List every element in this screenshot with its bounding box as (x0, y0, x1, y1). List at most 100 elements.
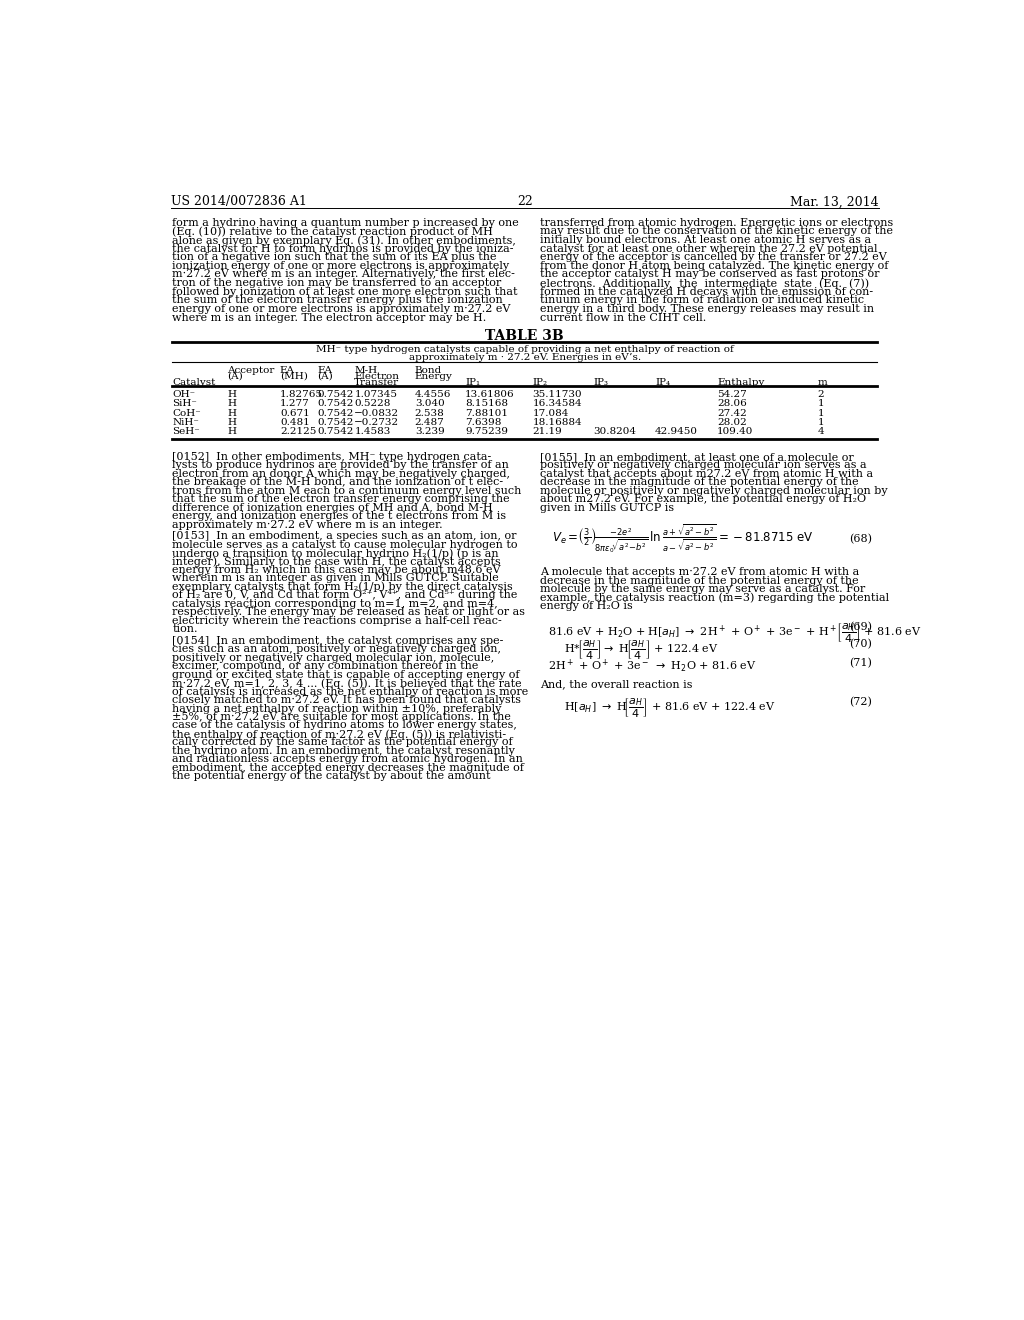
Text: EA: EA (280, 366, 295, 375)
Text: H: H (227, 400, 237, 408)
Text: 1: 1 (818, 409, 824, 417)
Text: (MH): (MH) (280, 372, 308, 380)
Text: given in Mills GUTCP is: given in Mills GUTCP is (541, 503, 675, 512)
Text: (72): (72) (849, 697, 872, 708)
Text: the hydrino atom. In an embodiment, the catalyst resonantly: the hydrino atom. In an embodiment, the … (172, 746, 515, 756)
Text: 7.88101: 7.88101 (465, 409, 508, 417)
Text: decrease in the magnitude of the potential energy of the: decrease in the magnitude of the potenti… (541, 478, 859, 487)
Text: 4.4556: 4.4556 (415, 391, 452, 399)
Text: [0152]  In other embodiments, MH⁻ type hydrogen cata-: [0152] In other embodiments, MH⁻ type hy… (172, 451, 492, 462)
Text: 109.40: 109.40 (717, 428, 754, 436)
Text: 0.481: 0.481 (280, 418, 309, 426)
Text: difference of ionization energies of MH and A, bond M-H: difference of ionization energies of MH … (172, 503, 493, 512)
Text: (Eq. (10)) relative to the catalyst reaction product of MH: (Eq. (10)) relative to the catalyst reac… (172, 226, 493, 236)
Text: 27.42: 27.42 (717, 409, 746, 417)
Text: 1: 1 (818, 400, 824, 408)
Text: tinuum energy in the form of radiation or induced kinetic: tinuum energy in the form of radiation o… (541, 296, 864, 305)
Text: decrease in the magnitude of the potential energy of the: decrease in the magnitude of the potenti… (541, 576, 859, 586)
Text: (A): (A) (227, 372, 243, 380)
Text: 54.27: 54.27 (717, 391, 746, 399)
Text: ground or excited state that is capable of accepting energy of: ground or excited state that is capable … (172, 669, 519, 680)
Text: m: m (818, 378, 827, 387)
Text: (69): (69) (849, 622, 872, 632)
Text: m·27.2 eV, m=1, 2, 3, 4 ... (Eq. (5)). It is believed that the rate: m·27.2 eV, m=1, 2, 3, 4 ... (Eq. (5)). I… (172, 678, 522, 689)
Text: NiH⁻: NiH⁻ (172, 418, 199, 426)
Text: 3.239: 3.239 (415, 428, 444, 436)
Text: energy, and ionization energies of the t electrons from M is: energy, and ionization energies of the t… (172, 511, 506, 521)
Text: (70): (70) (849, 639, 872, 649)
Text: approximately m·27.2 eV where m is an integer.: approximately m·27.2 eV where m is an in… (172, 520, 442, 529)
Text: of catalysis is increased as the net enthalpy of reaction is more: of catalysis is increased as the net ent… (172, 686, 528, 697)
Text: initially bound electrons. At least one atomic H serves as a: initially bound electrons. At least one … (541, 235, 871, 246)
Text: energy of H₂O is: energy of H₂O is (541, 601, 633, 611)
Text: electricity wherein the reactions comprise a half-cell reac-: electricity wherein the reactions compri… (172, 615, 502, 626)
Text: H$*\!\left[\dfrac{a_H}{4}\right] \rightarrow$ H$\!\left[\dfrac{a_H}{4}\right]$ +: H$*\!\left[\dfrac{a_H}{4}\right] \righta… (563, 639, 718, 663)
Text: Transfer: Transfer (354, 378, 399, 387)
Text: 18.16884: 18.16884 (532, 418, 583, 426)
Text: approximately m · 27.2 eV. Energies in eV’s.: approximately m · 27.2 eV. Energies in e… (409, 354, 641, 362)
Text: 22: 22 (517, 195, 532, 209)
Text: the sum of the electron transfer energy plus the ionization: the sum of the electron transfer energy … (172, 296, 503, 305)
Text: 28.06: 28.06 (717, 400, 746, 408)
Text: embodiment, the accepted energy decreases the magnitude of: embodiment, the accepted energy decrease… (172, 763, 524, 772)
Text: positively or negatively charged molecular ion serves as a: positively or negatively charged molecul… (541, 461, 867, 470)
Text: ±5%, of m·27.2 eV are suitable for most applications. In the: ±5%, of m·27.2 eV are suitable for most … (172, 711, 511, 722)
Text: tron of the negative ion may be transferred to an acceptor: tron of the negative ion may be transfer… (172, 279, 502, 288)
Text: the potential energy of the catalyst by about the amount: the potential energy of the catalyst by … (172, 771, 490, 781)
Text: Electron: Electron (354, 372, 399, 380)
Text: 2: 2 (818, 391, 824, 399)
Text: catalysis reaction corresponding to m=1, m=2, and m=4,: catalysis reaction corresponding to m=1,… (172, 599, 498, 609)
Text: H: H (227, 418, 237, 426)
Text: m·27.2 eV where m is an integer. Alternatively, the first elec-: m·27.2 eV where m is an integer. Alterna… (172, 269, 515, 280)
Text: cies such as an atom, positively or negatively charged ion,: cies such as an atom, positively or nega… (172, 644, 501, 655)
Text: A molecule that accepts m·27.2 eV from atomic H with a: A molecule that accepts m·27.2 eV from a… (541, 568, 859, 577)
Text: molecule or positively or negatively charged molecular ion by: molecule or positively or negatively cha… (541, 486, 888, 495)
Text: from the donor H atom being catalyzed. The kinetic energy of: from the donor H atom being catalyzed. T… (541, 261, 889, 271)
Text: (A): (A) (317, 372, 333, 380)
Text: EA: EA (317, 366, 332, 375)
Text: case of the catalysis of hydrino atoms to lower energy states,: case of the catalysis of hydrino atoms t… (172, 721, 517, 730)
Text: energy from H₂ which in this case may be about m48.6 eV: energy from H₂ which in this case may be… (172, 565, 501, 576)
Text: respectively. The energy may be released as heat or light or as: respectively. The energy may be released… (172, 607, 525, 618)
Text: 0.7542: 0.7542 (317, 391, 353, 399)
Text: 0.7542: 0.7542 (317, 409, 353, 417)
Text: 0.5228: 0.5228 (354, 400, 391, 408)
Text: energy of the acceptor is cancelled by the transfer or 27.2 eV: energy of the acceptor is cancelled by t… (541, 252, 887, 263)
Text: 9.75239: 9.75239 (465, 428, 508, 436)
Text: trons from the atom M each to a continuum energy level such: trons from the atom M each to a continuu… (172, 486, 521, 495)
Text: followed by ionization of at least one more electron such that: followed by ionization of at least one m… (172, 286, 518, 297)
Text: IP₂: IP₂ (532, 378, 548, 387)
Text: 42.9450: 42.9450 (655, 428, 698, 436)
Text: 0.671: 0.671 (280, 409, 309, 417)
Text: −0.0832: −0.0832 (354, 409, 399, 417)
Text: H[$a_H$] $\rightarrow$ H$\!\left[\dfrac{a_H}{4}\right]$ + 81.6 eV + 122.4 eV: H[$a_H$] $\rightarrow$ H$\!\left[\dfrac{… (563, 697, 775, 719)
Text: TABLE 3B: TABLE 3B (485, 330, 564, 343)
Text: 2.538: 2.538 (415, 409, 444, 417)
Text: [0154]  In an embodiment, the catalyst comprises any spe-: [0154] In an embodiment, the catalyst co… (172, 636, 504, 645)
Text: of H₂ are 0, V, and Cd that form O²⁺, V⁴⁺, and Cd⁵⁺ during the: of H₂ are 0, V, and Cd that form O²⁺, V⁴… (172, 590, 517, 601)
Text: exemplary catalysts that form H₂(1/p) by the direct catalysis: exemplary catalysts that form H₂(1/p) by… (172, 582, 513, 593)
Text: 28.02: 28.02 (717, 418, 746, 426)
Text: wherein m is an integer as given in Mills GUTCP. Suitable: wherein m is an integer as given in Mill… (172, 573, 499, 583)
Text: H: H (227, 428, 237, 436)
Text: 1.4583: 1.4583 (354, 428, 391, 436)
Text: 0.7542: 0.7542 (317, 428, 353, 436)
Text: the breakage of the M-H bond, and the ionization of t elec-: the breakage of the M-H bond, and the io… (172, 478, 504, 487)
Text: H: H (227, 409, 237, 417)
Text: SiH⁻: SiH⁻ (172, 400, 197, 408)
Text: 81.6 eV + H$_2$O + H[$a_H$] $\rightarrow$ 2H$^+$ + O$^+$ + 3e$^-$ + H$^+$$\!\lef: 81.6 eV + H$_2$O + H[$a_H$] $\rightarrow… (548, 622, 922, 645)
Text: H: H (227, 391, 237, 399)
Text: formed in the catalyzed H decays with the emission of con-: formed in the catalyzed H decays with th… (541, 286, 873, 297)
Text: IP₁: IP₁ (465, 378, 480, 387)
Text: molecule serves as a catalyst to cause molecular hydrogen to: molecule serves as a catalyst to cause m… (172, 540, 518, 549)
Text: where m is an integer. The electron acceptor may be H.: where m is an integer. The electron acce… (172, 313, 486, 322)
Text: 1: 1 (818, 418, 824, 426)
Text: MH⁻ type hydrogen catalysts capable of providing a net enthalpy of reaction of: MH⁻ type hydrogen catalysts capable of p… (316, 345, 733, 354)
Text: tion.: tion. (172, 624, 198, 634)
Text: that the sum of the electron transfer energy comprising the: that the sum of the electron transfer en… (172, 494, 510, 504)
Text: energy in a third body. These energy releases may result in: energy in a third body. These energy rel… (541, 304, 874, 314)
Text: 13.61806: 13.61806 (465, 391, 515, 399)
Text: 3.040: 3.040 (415, 400, 444, 408)
Text: having a net enthalpy of reaction within ±10%, preferably: having a net enthalpy of reaction within… (172, 704, 502, 714)
Text: closely matched to m·27.2 eV. It has been found that catalysts: closely matched to m·27.2 eV. It has bee… (172, 696, 521, 705)
